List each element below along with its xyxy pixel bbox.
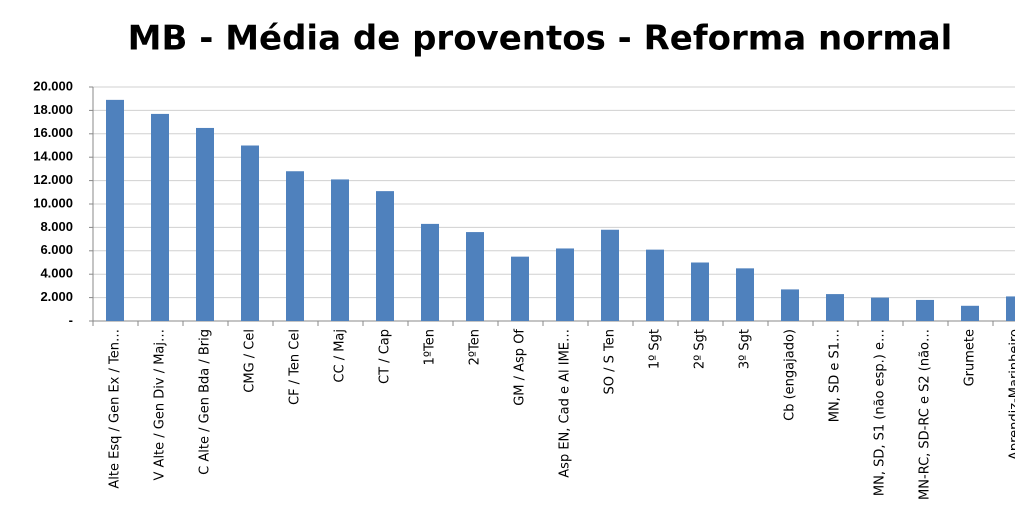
x-tick-label: Aprendiz-Marinheiro xyxy=(1008,329,1015,460)
bar xyxy=(1006,296,1015,321)
bar xyxy=(241,145,259,321)
x-tick-label: 1º Sgt xyxy=(648,329,663,369)
bar xyxy=(781,289,799,321)
x-tick-label: 2º Sgt xyxy=(693,329,708,369)
bar xyxy=(961,305,979,321)
y-tick-label: 6.000 xyxy=(40,242,73,257)
x-tick-label: MN, SD e S1… xyxy=(828,329,843,422)
x-tick-label: CF / Ten Cel xyxy=(288,329,303,405)
bar xyxy=(376,191,394,321)
bar xyxy=(646,249,664,321)
bar xyxy=(556,248,574,321)
y-tick-label: 4.000 xyxy=(40,266,73,281)
bar xyxy=(106,99,124,322)
chart-title: MB - Média de proventos - Reforma normal xyxy=(128,19,953,59)
bar xyxy=(916,299,934,321)
y-tick-label: 2.000 xyxy=(40,289,73,304)
bar xyxy=(826,294,844,321)
x-tick-label: Cb (engajado) xyxy=(783,329,798,421)
y-tick-label: 14.000 xyxy=(33,149,73,164)
bar xyxy=(331,179,349,321)
y-tick-label: 10.000 xyxy=(33,195,73,210)
y-tick-label: 16.000 xyxy=(33,125,73,140)
bar xyxy=(736,268,754,321)
y-tick-label: 12.000 xyxy=(33,172,73,187)
x-tick-label: MN, SD, S1 (não esp.) e… xyxy=(873,329,888,496)
bar xyxy=(196,127,214,321)
x-tick-label: MN-RC, SD-RC e S2 (não… xyxy=(918,329,933,500)
x-tick-label: SO / S Ten xyxy=(603,329,618,394)
bar xyxy=(601,229,619,321)
bar xyxy=(466,232,484,321)
bar xyxy=(691,262,709,321)
x-tick-label: Alte Esq / Gen Ex / Ten… xyxy=(108,329,123,489)
y-tick-label: 8.000 xyxy=(40,219,73,234)
bar xyxy=(286,171,304,321)
bar xyxy=(871,297,889,321)
x-tick-label: 1ºTen xyxy=(423,329,438,365)
x-tick-label: 2ºTen xyxy=(468,329,483,365)
x-tick-label: CT / Cap xyxy=(378,329,393,384)
x-tick-label: Asp EN, Cad e Al IME… xyxy=(558,329,573,478)
bar xyxy=(421,223,439,321)
x-tick-label: GM / Asp Of xyxy=(513,329,528,406)
y-tick-label: - xyxy=(69,312,73,327)
x-tick-label: CMG / Cel xyxy=(243,329,258,393)
x-tick-label: C Alte / Gen Bda / Brig xyxy=(198,329,213,475)
y-tick-label: 18.000 xyxy=(33,102,73,117)
x-tick-label: Grumete xyxy=(963,329,978,386)
bar xyxy=(511,256,529,321)
x-tick-label: CC / Maj xyxy=(333,329,348,383)
bar xyxy=(151,113,169,321)
x-tick-label: 3º Sgt xyxy=(738,329,753,369)
y-tick-label: 20.000 xyxy=(33,78,73,93)
x-tick-label: V Alte / Gen Div / Maj… xyxy=(153,329,168,480)
